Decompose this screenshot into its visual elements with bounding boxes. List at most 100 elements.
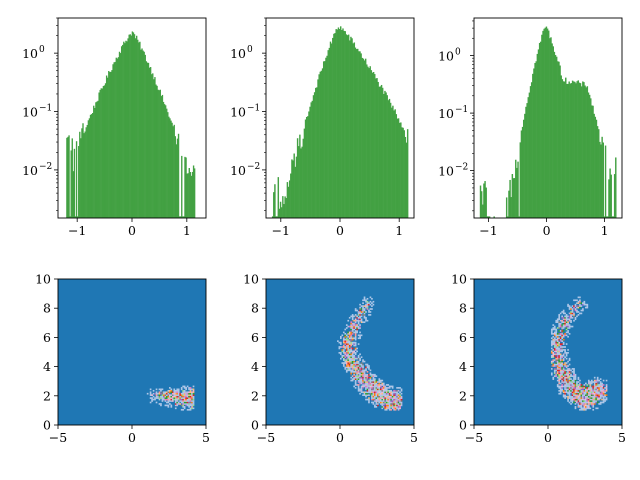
heatmap-cell — [351, 330, 354, 332]
heatmap-cell — [381, 387, 384, 389]
heatmap-cell — [555, 359, 558, 361]
histogram-bar — [484, 181, 486, 218]
heatmap-cell — [388, 404, 391, 407]
heatmap-cell — [556, 376, 559, 379]
histogram-bar — [97, 100, 99, 218]
histogram-bar — [522, 119, 525, 218]
heatmap-cell — [161, 397, 164, 399]
heatmap-cell — [558, 354, 561, 357]
heatmap-cell — [558, 344, 561, 347]
heatmap-cell — [374, 385, 376, 388]
histogram-bar — [180, 216, 182, 218]
heatmap-cell — [341, 362, 344, 364]
heatmap-cell — [359, 324, 361, 326]
heatmap-cell — [169, 400, 171, 402]
heatmap-cell — [372, 385, 375, 388]
histogram-bar — [368, 68, 370, 218]
heatmap-cell — [604, 398, 606, 401]
heatmap-cell — [341, 350, 344, 353]
heatmap-cell — [589, 388, 592, 391]
heatmap-cell — [567, 400, 569, 402]
heatmap-cell — [570, 395, 572, 398]
heatmap-cell — [351, 318, 354, 321]
histogram-bar — [283, 204, 285, 218]
heatmap-cell — [390, 391, 392, 394]
heatmap-cell — [582, 391, 584, 394]
heatmap-cell — [353, 360, 355, 363]
heatmap-cell — [353, 322, 355, 325]
histogram-bars — [479, 26, 617, 219]
histogram-bar — [345, 34, 348, 218]
heatmap-cell — [583, 389, 586, 392]
heatmap-cell — [586, 392, 589, 395]
heatmap-cell — [341, 354, 344, 357]
heatmap-cell — [377, 389, 379, 392]
histogram-bar — [579, 83, 582, 218]
heatmap-cell — [192, 388, 195, 391]
heatmap-cell — [347, 319, 350, 322]
heatmap-cell — [189, 398, 192, 401]
histogram-bar — [172, 126, 174, 218]
heatmap-cell — [558, 338, 561, 341]
heatmap-cell — [399, 403, 401, 405]
heatmap-cell — [570, 306, 572, 309]
heatmap-cell — [180, 388, 183, 391]
heatmap-cell — [556, 359, 559, 361]
heatmap-cell — [556, 356, 559, 359]
y-tick-label: 2 — [43, 388, 51, 403]
heatmap-cell — [570, 391, 572, 394]
histogram-bar — [169, 118, 171, 218]
heatmap-cell — [580, 385, 583, 388]
heatmap-cell — [359, 306, 361, 309]
heatmap-cell — [375, 394, 378, 396]
histogram-bar — [534, 62, 536, 218]
heatmap-cell — [564, 325, 566, 328]
heatmap-cell — [555, 368, 558, 370]
heatmap-cell — [189, 395, 192, 398]
heatmap-cell — [580, 302, 583, 305]
histogram-bars — [271, 26, 409, 219]
heatmap-cell — [568, 394, 571, 396]
heatmap-cell — [357, 372, 360, 375]
heatmap-cell — [379, 391, 382, 394]
heatmap-cell — [357, 318, 360, 321]
heatmap-cell — [372, 392, 375, 395]
heatmap-cell — [374, 400, 376, 402]
heatmap-cell — [382, 400, 385, 402]
histogram-bar — [375, 78, 377, 218]
heatmap-cell — [601, 385, 603, 388]
heatmap-cell — [567, 365, 569, 367]
heatmap-cell — [590, 389, 593, 392]
heatmap-cell — [579, 312, 581, 315]
heatmap-cell — [400, 401, 403, 404]
heatmap-cell — [152, 392, 155, 395]
histogram-bar — [128, 34, 130, 218]
heatmap-cell — [568, 381, 571, 383]
heatmap-cell — [568, 401, 571, 404]
heatmap-cell — [347, 347, 350, 350]
heatmap-cell — [583, 400, 586, 402]
heatmap-cell — [561, 363, 563, 366]
heatmap-cell — [580, 407, 583, 410]
heatmap-cell — [580, 388, 583, 391]
heatmap-cell — [564, 375, 566, 378]
histogram-bar — [147, 62, 150, 218]
heatmap-cell — [372, 403, 375, 405]
heatmap-cell — [189, 391, 192, 394]
histogram-bar — [330, 43, 333, 219]
heatmap-cell — [345, 369, 348, 372]
histogram-bar — [367, 66, 369, 218]
heatmap-cell — [564, 388, 566, 391]
heatmap-cell — [363, 305, 366, 307]
heatmap-cell — [366, 385, 369, 388]
y-tick-exponent: −1 — [247, 104, 260, 114]
heatmap-cell — [180, 394, 183, 396]
heatmap-cell — [562, 311, 565, 313]
heatmap-cell — [155, 392, 158, 395]
histogram-bar — [137, 39, 139, 218]
heatmap-cell — [348, 362, 351, 364]
heatmap-cell — [378, 378, 381, 380]
heatmap-cell — [577, 394, 580, 396]
histogram-bar — [99, 89, 101, 218]
heatmap-cell — [573, 368, 575, 370]
